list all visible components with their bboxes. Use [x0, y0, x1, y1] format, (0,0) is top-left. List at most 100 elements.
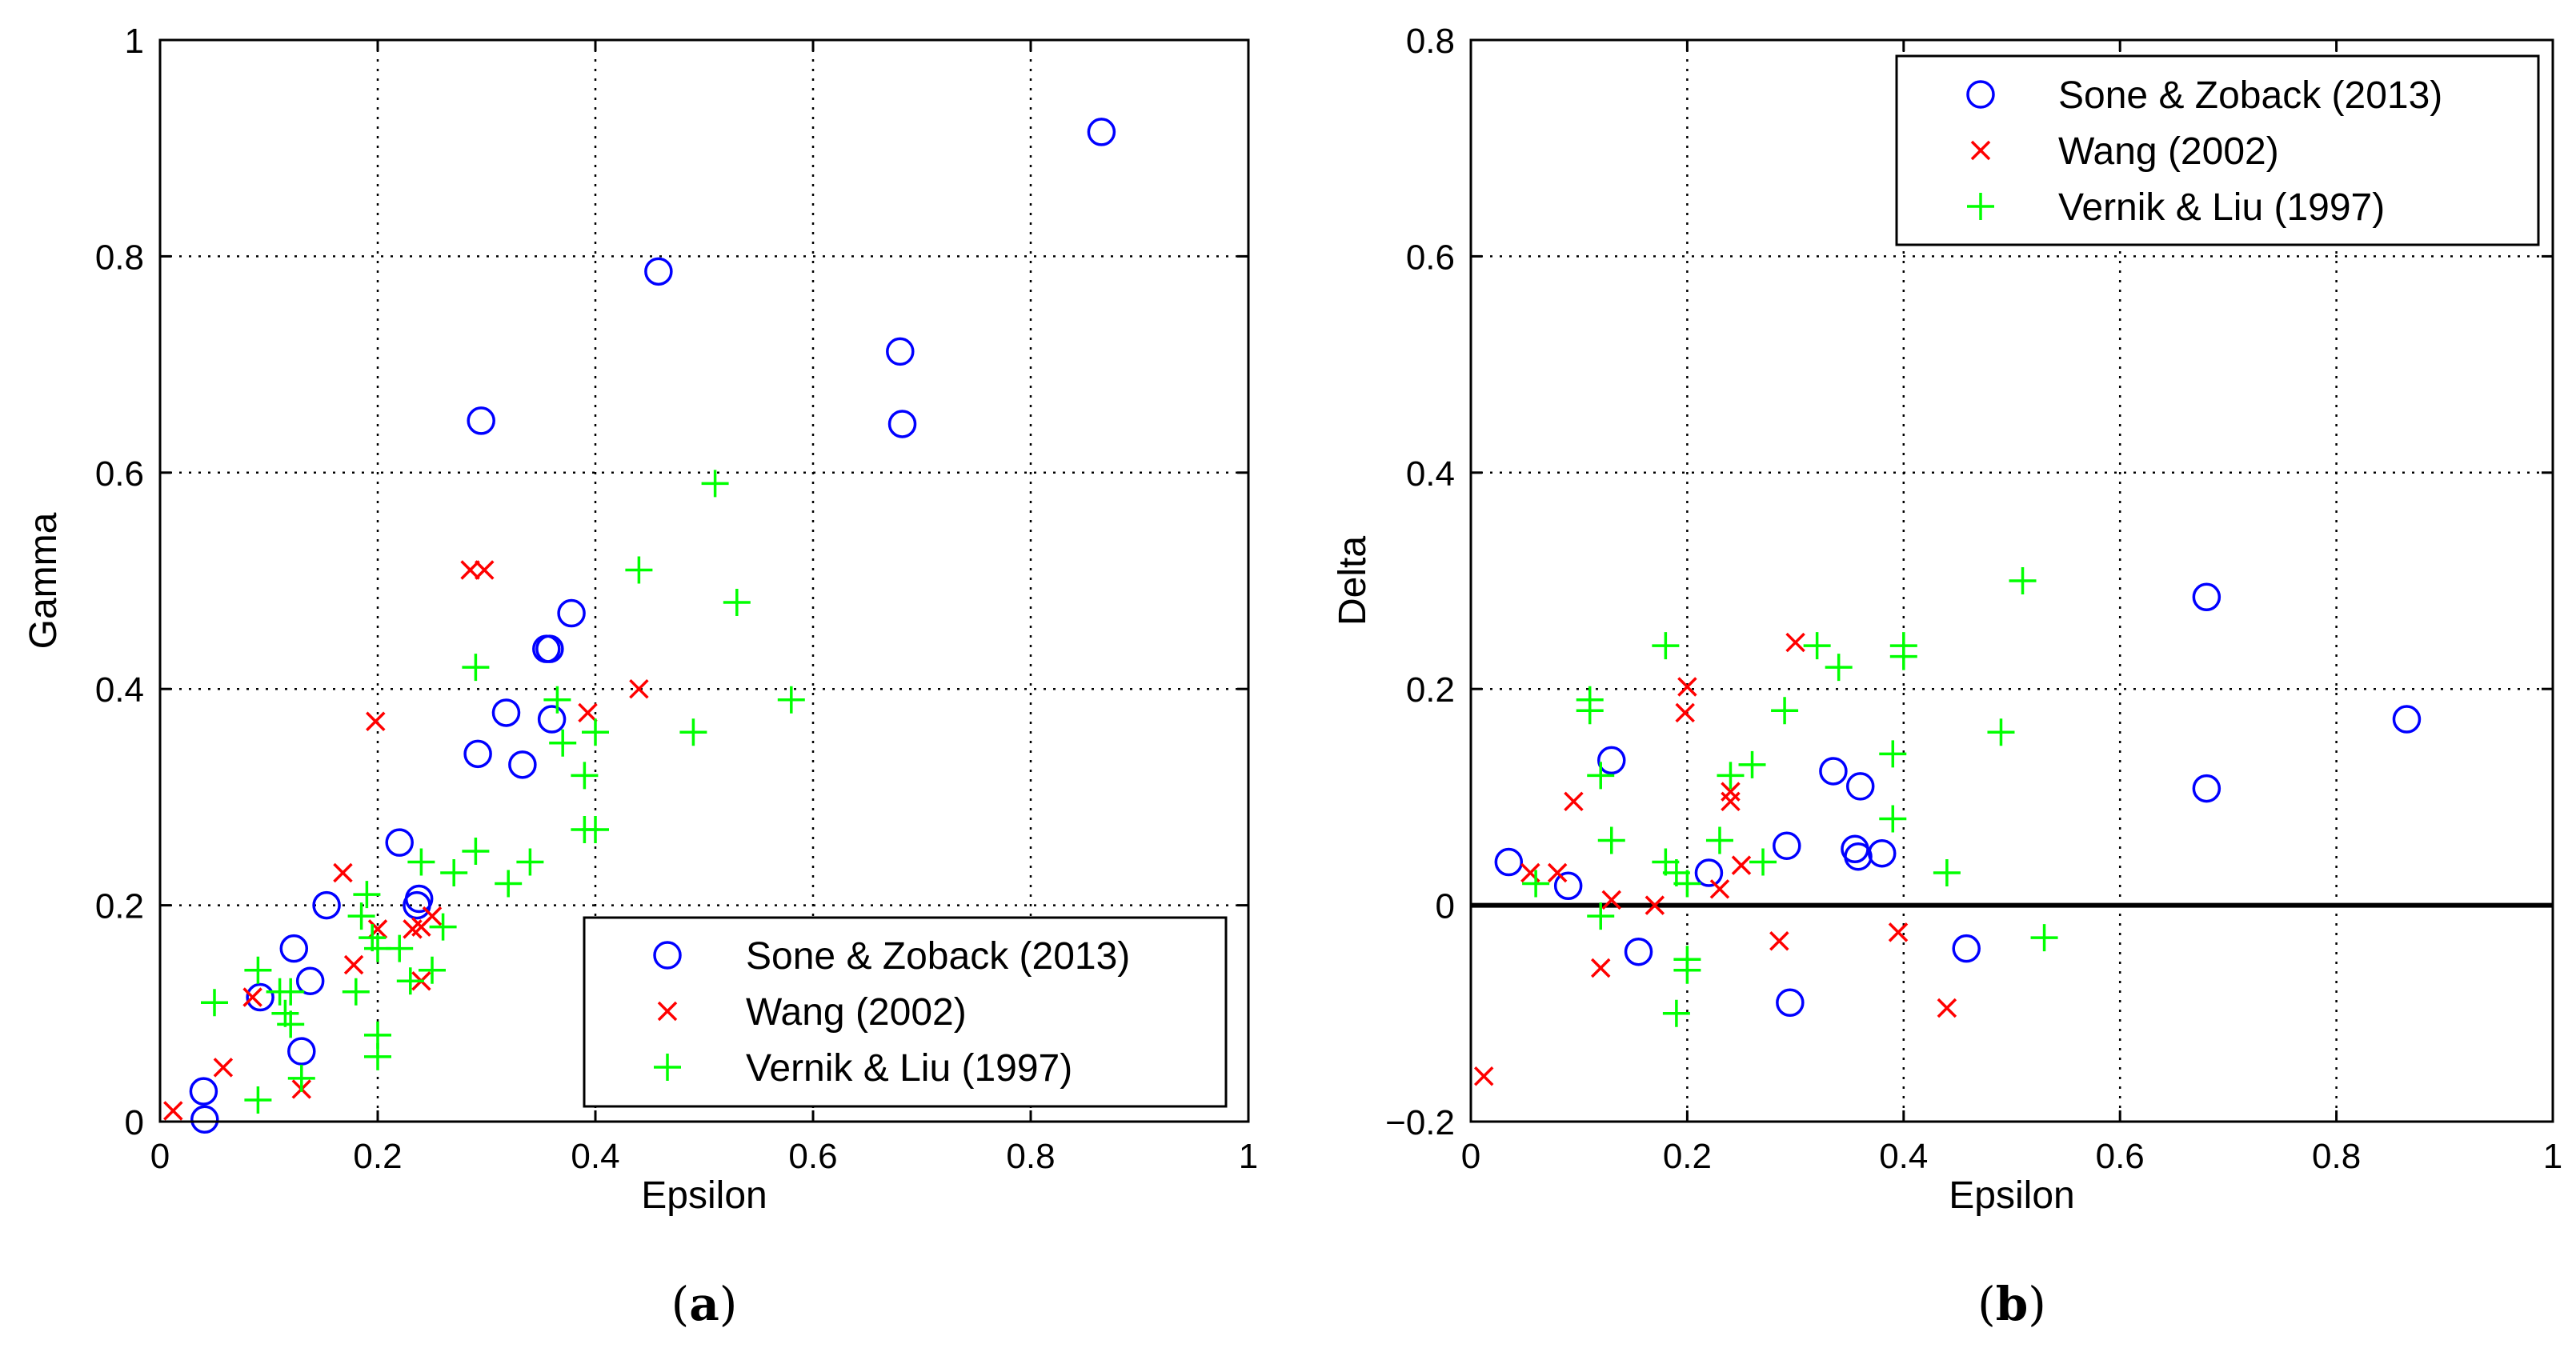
- legend-entry-label: Vernik & Liu (1997): [746, 1047, 1072, 1090]
- y-axis-label-a: Gamma: [22, 512, 65, 649]
- x-tick-label: 0: [1461, 1137, 1480, 1176]
- data-point-x: [1709, 879, 1730, 899]
- data-point-x: [213, 1058, 234, 1078]
- data-point-plus: [571, 762, 599, 790]
- data-point-circle: [557, 598, 586, 628]
- data-point-circle: [279, 934, 309, 963]
- data-point-x: [578, 702, 598, 723]
- data-point-circle: [2192, 774, 2221, 803]
- data-point-plus: [1662, 999, 1690, 1027]
- panel-label-a-letter: a: [689, 1277, 719, 1331]
- data-point-circle: [1087, 118, 1116, 146]
- data-point-x: [1721, 782, 1741, 802]
- data-point-x: [475, 560, 495, 580]
- data-point-plus: [1662, 859, 1690, 887]
- data-point-plus: [1803, 632, 1831, 660]
- data-point-plus: [462, 838, 490, 865]
- data-point-plus: [1652, 632, 1680, 660]
- data-point-plus: [582, 718, 609, 746]
- data-point-x: [629, 678, 649, 699]
- data-point-plus: [549, 729, 577, 757]
- data-point-plus: [347, 902, 375, 930]
- x-tick-label: 0.8: [1006, 1137, 1055, 1176]
- y-tick-label: 0.2: [95, 887, 144, 926]
- x-tick-label: 0.6: [788, 1137, 837, 1176]
- data-point-plus: [440, 859, 468, 887]
- x-tick-label: 0: [150, 1137, 170, 1176]
- panel-label-b: (b): [1977, 1277, 2046, 1331]
- y-tick-label: 0.2: [1406, 670, 1455, 710]
- data-point-plus: [1587, 902, 1615, 930]
- data-point-x: [460, 560, 480, 580]
- data-point-x: [1473, 1066, 1494, 1086]
- x-tick-label: 0.4: [571, 1137, 619, 1176]
- legend-marker-circle: [1966, 80, 1995, 109]
- legend-box: [1895, 54, 2540, 246]
- data-point-x: [333, 862, 353, 883]
- data-point-circle: [886, 337, 915, 366]
- data-point-plus: [1587, 762, 1615, 790]
- axes-frame-a: [158, 38, 1250, 1123]
- y-tick-label: 0.6: [1406, 238, 1455, 277]
- x-axis-label-b: Epsilon: [1949, 1174, 2074, 1217]
- legend-entry-label: Wang (2002): [2058, 130, 2279, 173]
- data-point-circle: [508, 750, 537, 779]
- data-point-plus: [429, 913, 457, 941]
- data-point-plus: [723, 589, 751, 617]
- data-point-circle: [1845, 772, 1875, 801]
- data-point-circle: [312, 890, 341, 920]
- data-point-circle: [295, 966, 325, 995]
- data-point-circle: [1773, 831, 1801, 860]
- data-point-plus: [1749, 848, 1777, 876]
- data-point-x: [1888, 922, 1909, 942]
- series-x: [1473, 632, 1957, 1086]
- data-point-x: [1677, 677, 1697, 697]
- data-point-plus: [701, 470, 729, 498]
- x-axis-ticks-b: 0 0.2 0.4 0.6 0.8 1: [1461, 40, 2562, 1176]
- axes-frame-b: [1469, 38, 2554, 1123]
- data-point-circle: [1868, 838, 1897, 868]
- y-axis-label-b: Delta: [1332, 536, 1374, 626]
- x-tick-label: 1: [1239, 1137, 1258, 1176]
- data-point-plus: [277, 1010, 305, 1038]
- data-point-x: [1601, 890, 1621, 910]
- data-point-x: [1645, 895, 1665, 915]
- data-point-plus: [1879, 805, 1907, 833]
- chart-panel-a: 0 0.2 0.4 0.6 0.8 1 0 0.2 0.4 0.6 0.8 1 Sone & Zob…: [22, 22, 1258, 1331]
- x-tick-label: 0.4: [1879, 1137, 1928, 1176]
- data-point-plus: [1673, 870, 1701, 898]
- panel-label-a: (a): [671, 1277, 738, 1331]
- x-tick-label: 0.6: [2096, 1137, 2145, 1176]
- data-point-plus: [1771, 697, 1799, 725]
- data-point-plus: [287, 1064, 315, 1092]
- legend-entry-label: Vernik & Liu (1997): [2058, 186, 2385, 229]
- data-point-circle: [467, 406, 495, 435]
- y-tick-label: −0.2: [1385, 1103, 1455, 1142]
- data-point-circle: [1819, 757, 1848, 786]
- data-marks-b: [1473, 567, 2422, 1086]
- data-point-circle: [246, 982, 274, 1012]
- data-point-x: [1547, 862, 1568, 883]
- y-axis-ticks-b: −0.2 0 0.2 0.4 0.6 0.8: [1385, 22, 2553, 1142]
- data-point-circle: [1694, 858, 1724, 887]
- data-point-plus: [359, 924, 387, 952]
- data-point-x: [366, 711, 386, 731]
- data-point-circle: [1553, 871, 1583, 901]
- data-point-x: [1721, 791, 1741, 812]
- data-point-plus: [1825, 654, 1853, 682]
- data-point-circle: [2192, 582, 2221, 612]
- data-point-plus: [1889, 642, 1917, 670]
- data-point-plus: [2009, 567, 2037, 594]
- chart-panel-b: 0 0.2 0.4 0.6 0.8 1 −0.200.20.40.60.8 Sone & …: [1332, 22, 2562, 1331]
- x-tick-label: 0.2: [1663, 1137, 1712, 1176]
- data-point-x: [1785, 632, 1805, 653]
- legend-entry-label: Wang (2002): [746, 991, 967, 1034]
- x-axis-label-a: Epsilon: [641, 1174, 767, 1217]
- data-point-circle: [1597, 746, 1626, 775]
- x-tick-label: 0.8: [2312, 1137, 2361, 1176]
- data-point-plus: [625, 556, 653, 584]
- legend-entry-label: Sone & Zoback (2013): [746, 935, 1130, 978]
- data-point-plus: [244, 1086, 272, 1114]
- series-plus: [201, 470, 805, 1114]
